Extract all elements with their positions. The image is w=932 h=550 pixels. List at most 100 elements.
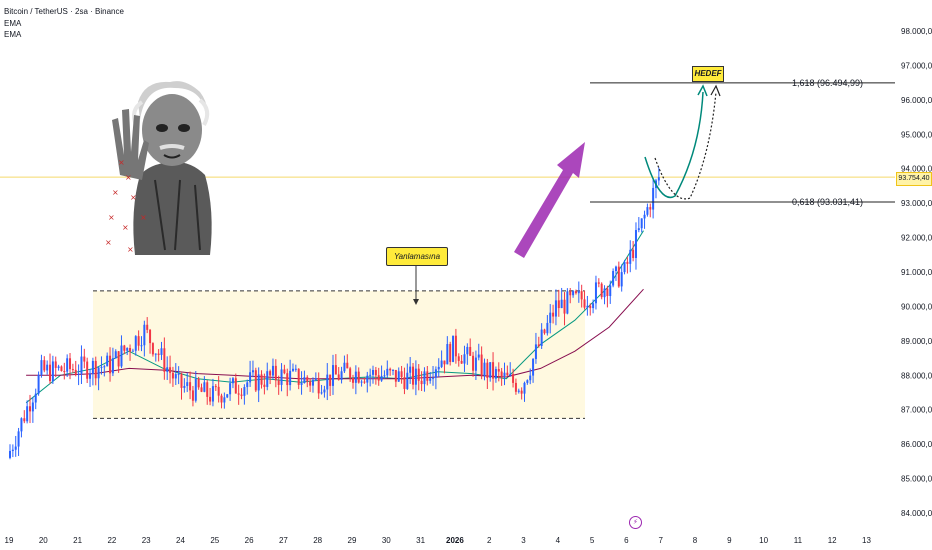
candle-body [274, 365, 277, 381]
candle-body [46, 364, 49, 371]
candle-body [643, 214, 646, 219]
event-lightning-icon[interactable]: ⚡ [629, 516, 642, 529]
candle-body [446, 344, 449, 365]
candle-body [437, 366, 440, 370]
candle [163, 337, 166, 380]
time-axis[interactable]: 19 20 21 22 23 24 25 26 27 28 29 30 31 2026 2 3 4 5 6 7 8 9 10… [5, 536, 872, 545]
time-axis-label: 3 [521, 536, 526, 545]
price-axis[interactable]: 98.000,00 97.000,00 96.000,00 95.000,00 94.0… [901, 27, 932, 518]
candle-body [280, 369, 283, 385]
candle [194, 371, 197, 403]
candle-body [389, 368, 392, 371]
candle-body [417, 368, 420, 381]
candle [271, 358, 274, 380]
symbol-title[interactable]: Bitcoin / TetherUS · 2sa · Binance [4, 7, 124, 16]
candle [209, 387, 212, 406]
candle [169, 355, 172, 384]
candle-body [114, 351, 117, 359]
price-axis-label: 93.000,00 [901, 199, 932, 208]
candle [323, 385, 326, 398]
candle [546, 315, 549, 336]
candle [437, 358, 440, 377]
candle [643, 210, 646, 229]
svg-text:×: × [127, 245, 134, 254]
candle [254, 367, 257, 393]
candle [129, 344, 132, 361]
candle [297, 368, 300, 390]
indicator-ema-2[interactable]: EMA [4, 30, 22, 39]
candle-body [220, 395, 223, 403]
candle [269, 369, 272, 385]
candle-body [394, 369, 397, 382]
candle [592, 299, 595, 314]
candle-body [546, 322, 549, 334]
candle-body [454, 335, 457, 357]
candle-body [143, 324, 146, 346]
candle [480, 346, 483, 380]
candle-body [583, 299, 586, 308]
candle [552, 304, 555, 324]
candle [369, 368, 372, 387]
candle [337, 367, 340, 381]
projection-curve-dotted[interactable] [654, 91, 717, 200]
candle [231, 377, 234, 389]
projection-curve-solid[interactable] [644, 91, 704, 199]
candle-body [566, 291, 569, 314]
candle [514, 378, 517, 395]
candle [34, 388, 37, 410]
candle-body [294, 368, 297, 370]
price-axis-label: 92.000,00 [901, 234, 932, 243]
time-axis-label: 11 [794, 536, 803, 545]
candle-body [317, 378, 320, 394]
candle-body [366, 375, 369, 383]
candle [109, 347, 112, 382]
candle [60, 365, 63, 372]
ema-line-2[interactable] [26, 288, 644, 380]
price-axis-label: 89.000,00 [901, 337, 932, 346]
candle [306, 375, 309, 388]
candle-body [234, 378, 237, 394]
candle-body [657, 177, 660, 181]
candle [657, 167, 660, 186]
candle [211, 378, 214, 407]
target-label[interactable]: HEDEF [692, 66, 724, 82]
candle-body [43, 360, 46, 371]
candle-body [406, 372, 409, 389]
candle [260, 370, 263, 389]
candle [560, 287, 563, 309]
candle-body [266, 371, 269, 387]
trend-arrow[interactable] [514, 142, 585, 258]
candle-body [286, 373, 289, 386]
candle-body [443, 360, 446, 365]
candle-body [163, 348, 166, 372]
range-label[interactable]: Yanlamasına [386, 247, 448, 266]
candle [100, 356, 103, 375]
candle [174, 363, 177, 386]
candle [314, 372, 317, 382]
range-box[interactable] [93, 290, 585, 419]
candle-body [269, 371, 272, 376]
candle-body [29, 406, 32, 412]
candle [46, 360, 49, 375]
candle-body [600, 283, 603, 298]
svg-text:×: × [125, 173, 132, 182]
candle [606, 285, 609, 308]
candle [463, 345, 466, 372]
candle-body [517, 390, 520, 392]
candle [466, 343, 469, 365]
candle-body [146, 324, 149, 330]
candle [340, 366, 343, 384]
candle [572, 290, 575, 298]
candle-body [563, 299, 566, 314]
candle [237, 384, 240, 405]
indicator-ema-1[interactable]: EMA [4, 19, 22, 28]
candle-body [66, 358, 69, 372]
candle [372, 365, 375, 384]
candle [103, 364, 106, 377]
candle-body [174, 374, 177, 379]
candle [66, 354, 69, 377]
candle [311, 377, 314, 393]
candle-body [414, 368, 417, 385]
